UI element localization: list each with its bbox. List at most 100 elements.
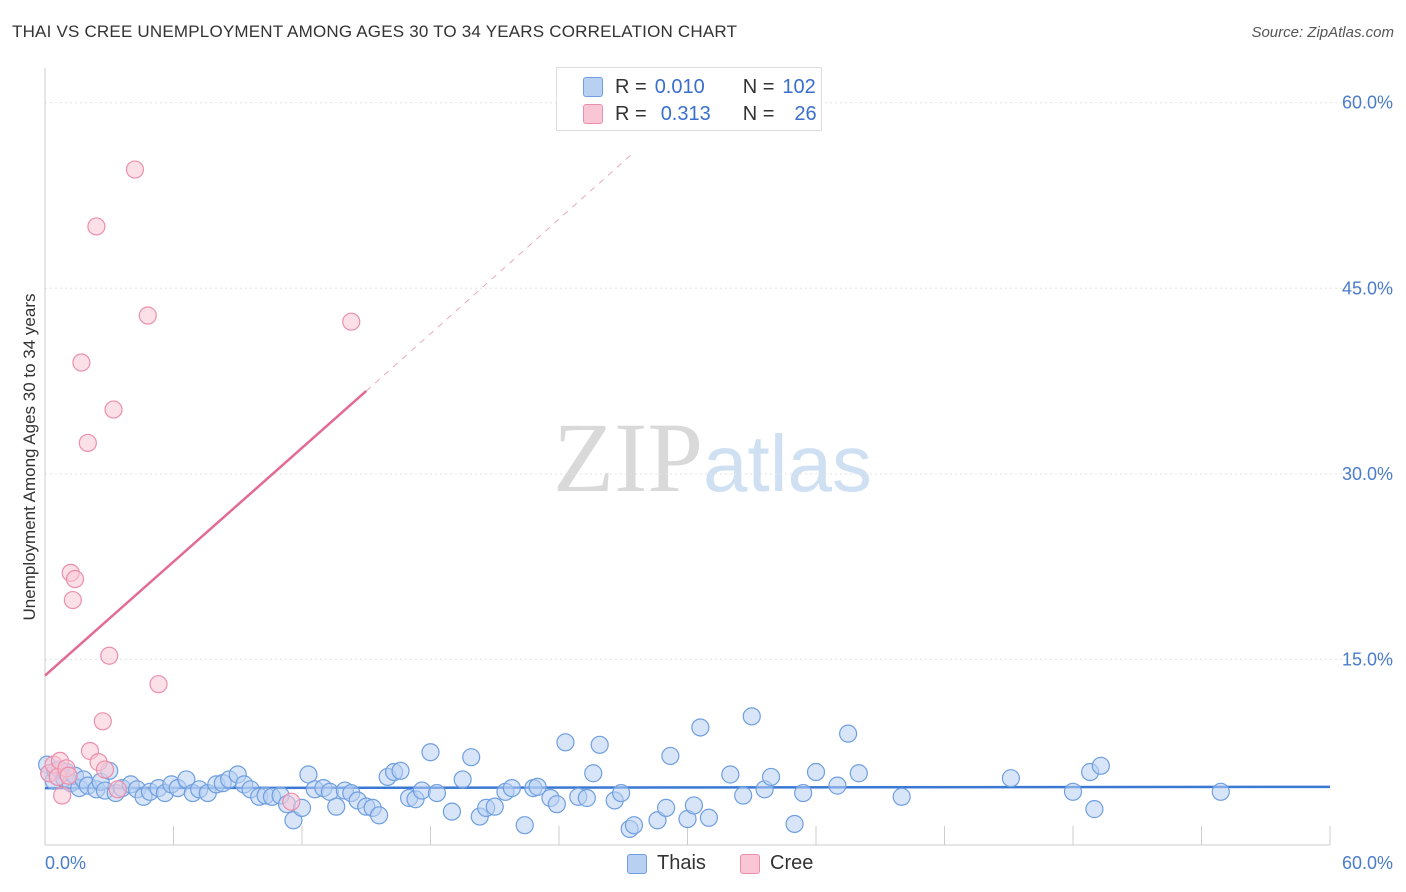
- y-tick-label: 60.0%: [1342, 93, 1393, 113]
- legend-n-value-cree: 26: [794, 102, 817, 125]
- data-point-thais: [462, 748, 481, 767]
- data-point-thais: [785, 814, 804, 834]
- legend-swatch-cree: [583, 104, 603, 124]
- data-point-thais: [849, 764, 868, 783]
- correlation-legend: R = 0.010 N = 102 R = 0.313 N = 26: [556, 67, 822, 131]
- data-point-cree: [104, 400, 123, 419]
- data-point-thais: [1085, 800, 1104, 819]
- data-point-thais: [656, 798, 676, 817]
- data-point-thais: [284, 811, 303, 830]
- data-point-cree: [108, 780, 127, 799]
- data-point-thais: [661, 746, 680, 766]
- x-tick-labels: 0.0% 60.0%: [45, 853, 1393, 873]
- data-point-cree: [342, 312, 361, 331]
- y-tick-label: 45.0%: [1342, 278, 1393, 298]
- data-point-thais: [502, 778, 521, 798]
- legend-row-cree: R = 0.313 N = 26: [583, 102, 817, 126]
- data-point-thais: [691, 718, 710, 737]
- series-label-thais: Thais: [657, 852, 706, 874]
- data-point-thais: [453, 770, 472, 789]
- data-point-cree: [65, 569, 85, 589]
- legend-r-label: R =: [615, 75, 647, 98]
- axes: [44, 68, 1330, 846]
- legend-swatch-thais: [583, 77, 603, 97]
- data-point-cree: [93, 712, 112, 731]
- data-point-thais: [734, 786, 753, 805]
- data-point-thais: [699, 808, 719, 827]
- data-point-thais: [1211, 782, 1230, 801]
- watermark: ZIPatlas: [553, 400, 872, 515]
- data-point-thais: [761, 767, 781, 787]
- trend-line-cree: [44, 390, 368, 677]
- data-point-cree: [78, 433, 97, 453]
- data-point-cree: [282, 792, 301, 811]
- x-tick-label: 0.0%: [45, 853, 86, 873]
- data-point-thais: [806, 762, 826, 782]
- watermark-atlas: atlas: [703, 419, 872, 508]
- data-point-cree: [125, 160, 145, 179]
- chart-source: Source: ZipAtlas.com: [1251, 24, 1394, 41]
- data-point-thais: [1001, 769, 1020, 788]
- series-label-cree: Cree: [770, 852, 814, 874]
- data-point-cree: [149, 675, 168, 694]
- series-legend-thais: Thais: [627, 852, 706, 875]
- data-point-thais: [528, 777, 547, 796]
- data-point-thais: [442, 802, 462, 821]
- data-point-thais: [370, 806, 389, 825]
- x-tick-label: 60.0%: [1342, 853, 1393, 873]
- data-point-thais: [547, 795, 566, 814]
- data-point-cree: [53, 786, 72, 805]
- data-point-thais: [515, 816, 534, 835]
- data-point-cree: [72, 353, 91, 372]
- series-legend-cree: Cree: [740, 852, 813, 875]
- data-point-thais: [427, 783, 447, 803]
- trend-line-cree-extension: [365, 151, 635, 392]
- data-point-cree: [100, 646, 119, 665]
- data-point-thais: [839, 724, 858, 743]
- data-point-thais: [1091, 756, 1110, 775]
- trend-lines: [44, 151, 1331, 790]
- y-tick-labels: 15.0% 30.0% 45.0% 60.0%: [1342, 93, 1393, 670]
- data-point-thais: [794, 783, 813, 803]
- series-swatch-thais: [627, 853, 647, 874]
- y-axis-label: Unemployment Among Ages 30 to 34 years: [20, 294, 39, 621]
- data-point-thais: [577, 788, 596, 808]
- data-point-thais: [590, 735, 609, 754]
- data-points: [38, 160, 1230, 839]
- legend-r-label: R =: [615, 102, 647, 125]
- data-point-thais: [485, 797, 504, 816]
- data-point-thais: [612, 783, 631, 803]
- x-ticks: [44, 826, 1331, 845]
- data-point-cree: [63, 590, 82, 610]
- legend-n-label: N =: [742, 102, 775, 125]
- data-point-thais: [624, 816, 644, 835]
- data-point-thais: [721, 765, 740, 784]
- data-point-cree: [87, 217, 106, 236]
- y-tick-label: 30.0%: [1342, 464, 1393, 484]
- data-point-cree: [59, 766, 78, 785]
- data-point-thais: [556, 733, 575, 752]
- data-point-thais: [327, 797, 346, 816]
- data-point-cree: [95, 760, 115, 779]
- data-point-thais: [412, 781, 432, 800]
- legend-n-label: N =: [742, 75, 775, 98]
- data-point-thais: [1063, 782, 1083, 801]
- data-point-thais: [648, 811, 667, 830]
- legend-row-thais: R = 0.010 N = 102: [583, 75, 816, 99]
- data-point-thais: [684, 796, 704, 815]
- data-point-thais: [828, 776, 847, 795]
- legend-n-value-thais: 102: [782, 75, 816, 98]
- data-point-thais: [892, 787, 911, 806]
- data-point-thais: [584, 764, 603, 783]
- data-point-thais: [391, 761, 410, 780]
- data-point-cree: [138, 306, 157, 325]
- series-legend: Thais Cree: [0, 852, 1406, 878]
- data-point-thais: [421, 743, 440, 762]
- watermark-zip: ZIP: [553, 402, 703, 513]
- grid-lines: [45, 102, 1392, 660]
- y-tick-label: 15.0%: [1342, 649, 1393, 669]
- chart-title: THAI VS CREE UNEMPLOYMENT AMONG AGES 30 …: [12, 22, 738, 41]
- series-swatch-cree: [740, 853, 760, 874]
- legend-r-value-cree: 0.313: [660, 102, 711, 125]
